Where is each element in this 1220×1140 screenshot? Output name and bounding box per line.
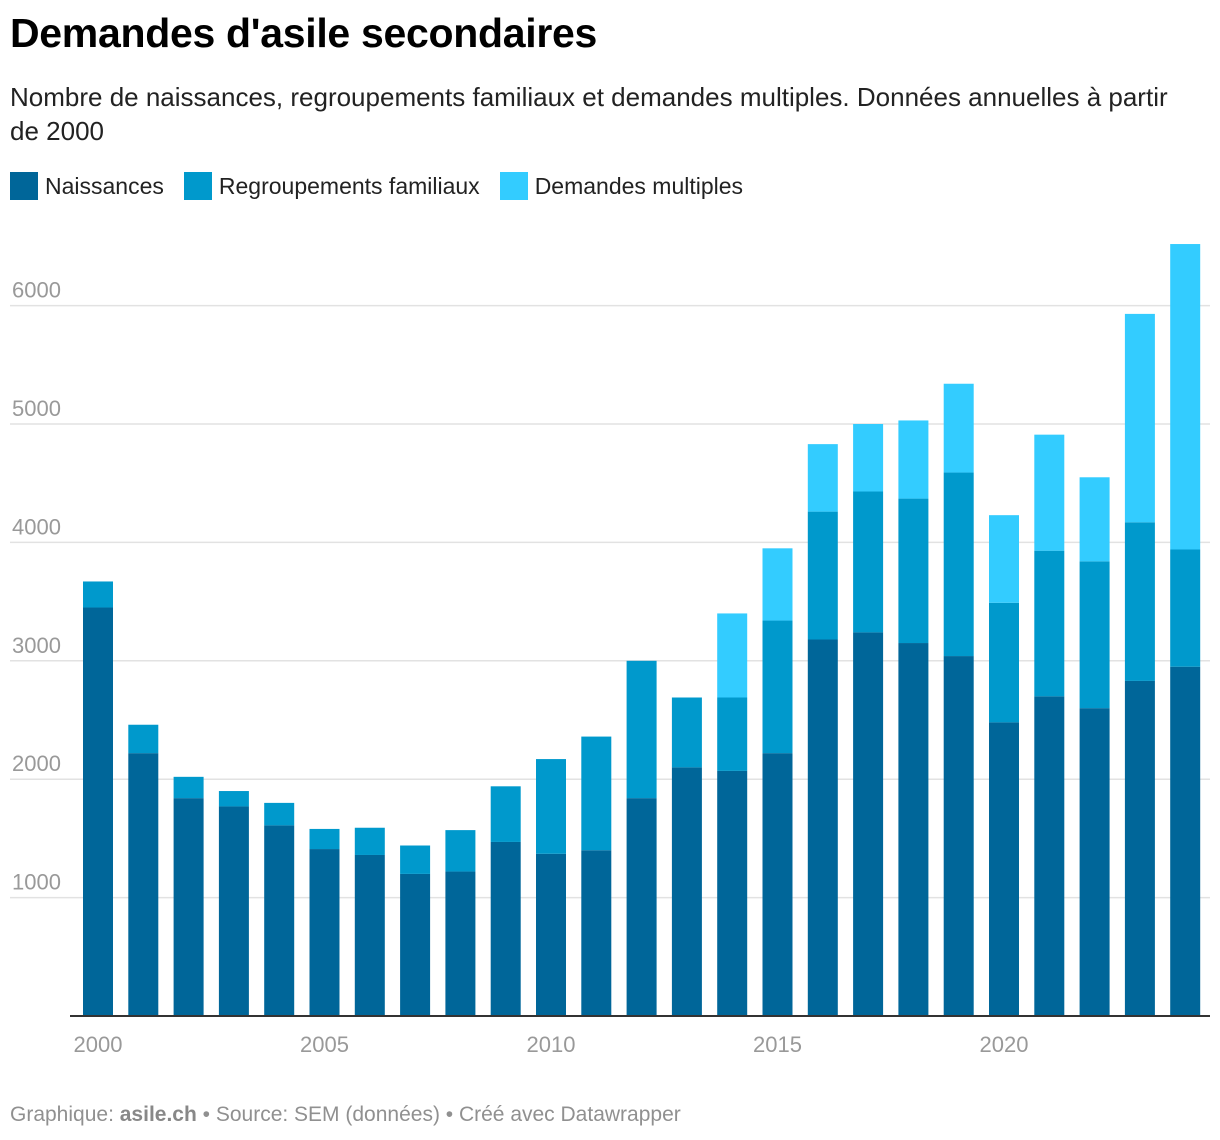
- bar-2002-naissances: [173, 798, 204, 1016]
- bar-2017-naissances: [853, 632, 884, 1016]
- y-tick-label-4000: 4000: [12, 514, 61, 539]
- bar-2015-naissances: [762, 753, 793, 1016]
- bar-2016-regroupements: [807, 511, 838, 640]
- legend-swatch-regroupements: [183, 172, 212, 200]
- bar-2013-naissances: [671, 767, 702, 1016]
- legend-item-demandes-multiples: Demandes multiples: [499, 172, 744, 200]
- footer-author: asile.ch: [119, 1103, 197, 1126]
- bar-2009-naissances: [490, 841, 521, 1016]
- bar-2024-naissances: [1170, 666, 1201, 1016]
- x-tick-label-2005: 2005: [300, 1032, 349, 1057]
- bar-2018-demandes-multiples: [898, 420, 929, 499]
- bar-2016-demandes-multiples: [807, 444, 838, 512]
- bar-2017-demandes-multiples: [853, 424, 884, 492]
- bar-2003-naissances: [218, 806, 249, 1016]
- x-axis: 2000 2005 2010 2015 2020: [70, 1015, 1210, 1057]
- bar-2011-naissances: [581, 850, 612, 1016]
- bar-2021-demandes-multiples: [1034, 434, 1065, 551]
- bar-2006-naissances: [354, 854, 385, 1016]
- bar-2000-naissances: [83, 607, 113, 1016]
- bar-2016-naissances: [807, 639, 838, 1016]
- legend-label-demandes-multiples: Demandes multiples: [534, 172, 744, 199]
- footer-source: • Source: SEM (données) • Créé avec Data…: [196, 1103, 681, 1126]
- bar-2017-regroupements: [853, 491, 884, 633]
- bar-2007-regroupements: [400, 845, 431, 874]
- legend-label-regroupements: Regroupements familiaux: [218, 172, 480, 199]
- bar-2024-regroupements: [1170, 549, 1201, 667]
- bar-2003-regroupements: [218, 791, 249, 807]
- bar-2005-naissances: [309, 849, 340, 1016]
- bar-2012-regroupements: [626, 660, 657, 799]
- bar-2019-naissances: [943, 656, 974, 1016]
- bar-2020-regroupements: [989, 602, 1019, 723]
- y-tick-label-2000: 2000: [12, 751, 61, 776]
- footer-prefix: Graphique:: [10, 1103, 120, 1126]
- legend-swatch-naissances: [10, 172, 38, 200]
- bar-2008-naissances: [445, 871, 476, 1016]
- y-tick-label-5000: 5000: [12, 396, 61, 421]
- bar-2019-regroupements: [943, 472, 974, 657]
- bar-2022-naissances: [1079, 708, 1110, 1016]
- y-tick-label-3000: 3000: [12, 633, 61, 658]
- bar-2006-regroupements: [354, 827, 385, 855]
- footer-credits: Graphique: asile.ch • Source: SEM (donné…: [10, 1103, 681, 1127]
- bar-2021-naissances: [1034, 696, 1065, 1016]
- bar-2015-demandes-multiples: [762, 548, 793, 621]
- bar-2020-demandes-multiples: [989, 515, 1019, 603]
- bar-2015-regroupements: [762, 620, 793, 754]
- bar-2022-regroupements: [1079, 561, 1110, 709]
- bar-2005-regroupements: [309, 828, 340, 850]
- bar-2024-demandes-multiples: [1170, 244, 1201, 550]
- bar-2018-regroupements: [898, 498, 929, 644]
- bar-2000-regroupements: [83, 581, 113, 608]
- bar-2021-regroupements: [1034, 550, 1065, 697]
- x-tick-label-2020: 2020: [980, 1032, 1029, 1057]
- bar-2002-regroupements: [173, 776, 204, 799]
- bar-2014-regroupements: [717, 697, 748, 771]
- bar-2018-naissances: [898, 643, 929, 1016]
- x-tick-label-2015: 2015: [753, 1032, 802, 1057]
- bar-2023-demandes-multiples: [1124, 313, 1155, 523]
- bar-2010-naissances: [536, 853, 566, 1016]
- legend-label-naissances: Naissances: [45, 172, 164, 199]
- bar-2014-demandes-multiples: [717, 613, 748, 698]
- bar-2004-regroupements: [264, 802, 295, 826]
- chart-title: Demandes d'asile secondaires: [10, 10, 598, 56]
- bar-2010-regroupements: [536, 759, 566, 854]
- bar-2001-naissances: [128, 753, 159, 1016]
- legend-item-naissances: Naissances: [10, 172, 164, 200]
- bar-2012-naissances: [626, 798, 657, 1016]
- bar-2020-naissances: [989, 722, 1019, 1016]
- bar-2004-naissances: [264, 825, 295, 1016]
- x-tick-label-2000: 2000: [74, 1032, 123, 1057]
- stacked-bar-chart: 1000 2000 3000 4000 5000 6000 2000 2005 2010 201…: [10, 244, 1210, 1057]
- legend-item-regroupements: Regroupements familiaux: [183, 172, 480, 200]
- bars: [83, 244, 1201, 1016]
- bar-2008-regroupements: [445, 830, 476, 872]
- legend-swatch-demandes-multiples: [499, 172, 528, 200]
- legend: Naissances Regroupements familiaux Deman…: [10, 172, 763, 200]
- bar-2014-naissances: [717, 770, 748, 1016]
- y-tick-label-1000: 1000: [12, 870, 61, 895]
- bar-2009-regroupements: [490, 786, 521, 842]
- bar-2022-demandes-multiples: [1079, 477, 1110, 562]
- bar-2001-regroupements: [128, 724, 159, 754]
- bar-2019-demandes-multiples: [943, 383, 974, 473]
- y-tick-label-6000: 6000: [12, 278, 61, 303]
- chart-subtitle: Nombre de naissances, regroupements fami…: [10, 82, 1168, 146]
- bar-2023-regroupements: [1124, 522, 1155, 681]
- bar-2013-regroupements: [671, 697, 702, 768]
- bar-2007-naissances: [400, 873, 431, 1016]
- bar-2011-regroupements: [581, 736, 612, 851]
- x-tick-label-2010: 2010: [527, 1032, 576, 1057]
- bar-2023-naissances: [1124, 680, 1155, 1016]
